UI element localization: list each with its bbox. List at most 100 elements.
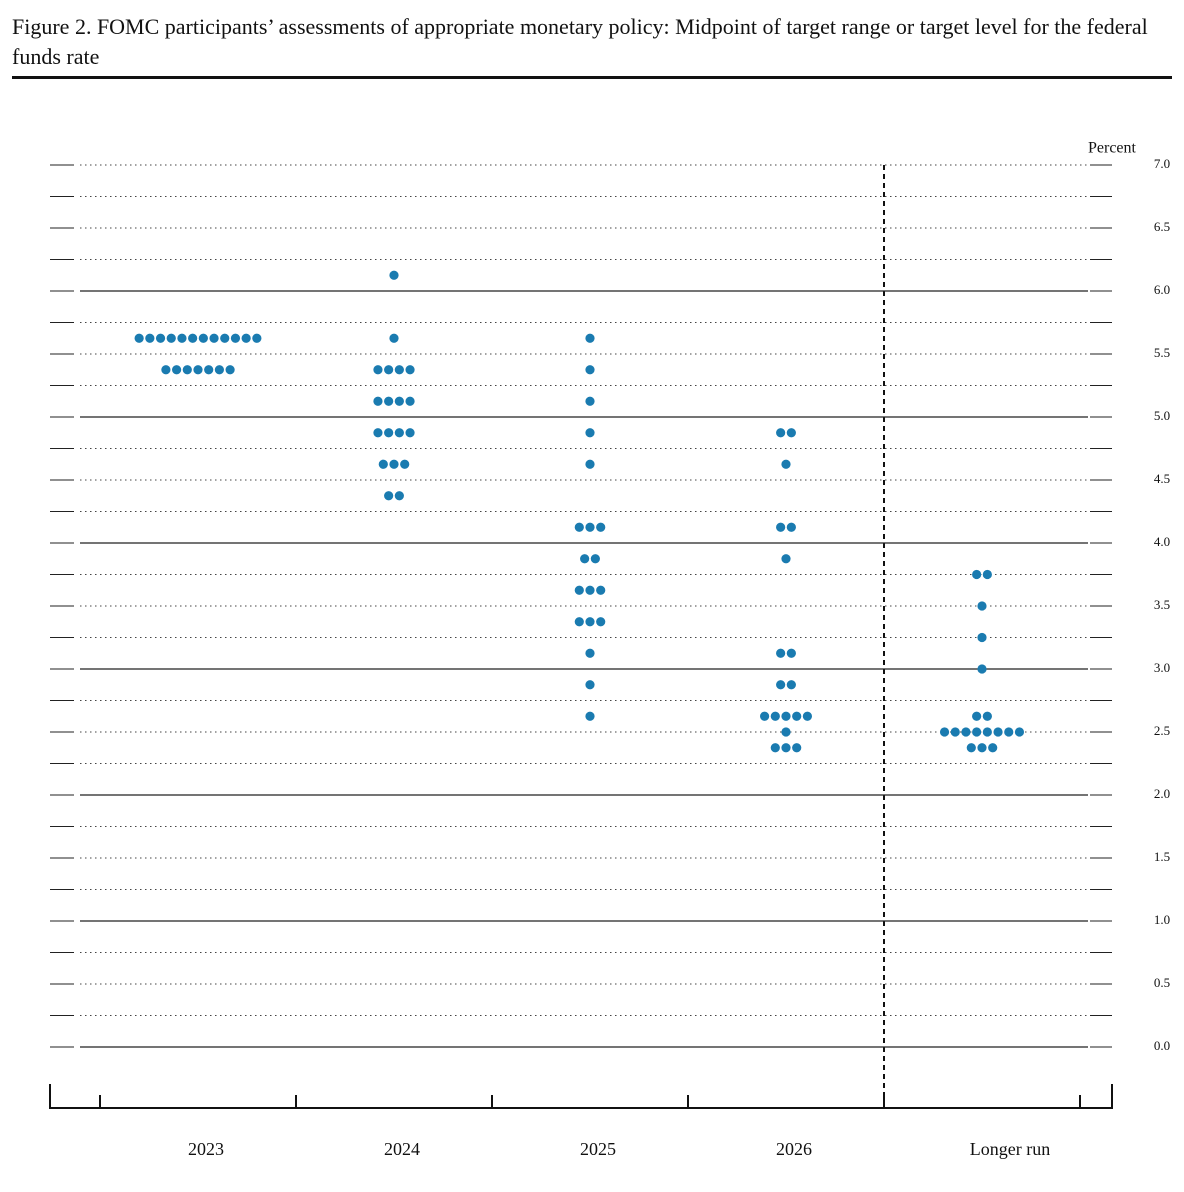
dot [786,428,796,438]
dot [230,333,241,343]
dot [373,396,383,406]
dot [252,333,262,343]
dot [384,428,394,438]
dot [776,428,786,438]
dot [580,554,590,564]
y-tick-label: 1.5 [1154,849,1170,864]
dot [939,727,950,737]
dot [389,459,399,469]
dot [574,617,584,627]
dot [776,648,786,658]
dot [172,365,182,375]
dot [241,333,251,343]
dot [585,680,595,690]
dot [394,365,404,375]
dot [993,727,1003,737]
dot [776,680,786,690]
dot [585,648,595,658]
dot [220,333,230,343]
dot [193,365,203,375]
y-tick-label: 7.0 [1154,156,1170,171]
dot [198,333,208,343]
dot [585,617,595,627]
dot [590,554,600,564]
y-tick-label: 6.0 [1154,282,1170,297]
dot [585,711,595,721]
dot [400,459,410,469]
dot [988,743,998,753]
x-tick-label: 2024 [384,1139,420,1159]
dot [204,365,214,375]
dot [786,648,796,658]
dot [585,333,595,343]
y-tick-label: 3.0 [1154,660,1170,675]
y-tick-label: 2.0 [1154,786,1170,801]
dot [982,711,992,721]
dot [585,522,595,532]
dot [792,711,802,721]
dot [373,428,383,438]
dot [781,459,791,469]
y-tick-label: 5.5 [1154,345,1170,360]
dot [781,554,791,564]
dot [225,365,235,375]
dot [781,711,791,721]
y-tick-label: 1.0 [1154,912,1170,927]
dot [389,333,399,343]
dot [405,396,415,406]
dot [389,270,399,280]
dot [596,522,606,532]
dot [596,617,606,627]
y-tick-label: 0.5 [1154,975,1170,990]
dot [966,743,976,753]
dot [394,491,404,501]
dot [188,333,198,343]
dot [585,585,595,595]
x-tick-label: Longer run [970,1139,1050,1159]
dot [950,727,960,737]
dot [585,365,595,375]
dot [972,727,982,737]
dot [405,365,415,375]
dot [770,711,780,721]
chart-title: Figure 2. FOMC participants’ assessments… [12,12,1172,79]
dot [384,396,394,406]
dot [972,569,982,580]
dot [770,743,780,753]
dot [394,428,404,438]
dot [776,522,786,532]
dot [781,743,791,753]
dot [209,333,219,343]
dot [214,365,224,375]
x-tick-label: 2023 [188,1139,224,1159]
dot [585,396,595,406]
dot [378,459,388,469]
dot [596,585,606,595]
y-tick-label: 3.5 [1154,597,1170,612]
dot [786,522,796,532]
y-tick-label: 2.5 [1154,723,1170,738]
dot [802,711,813,721]
dot [405,428,415,438]
dot [182,365,192,375]
dot [161,365,171,375]
dot [373,365,383,375]
dot [1004,727,1014,737]
y-axis-label: Percent [1088,140,1137,157]
x-tick-label: 2026 [776,1139,812,1159]
dot [145,333,155,343]
dot [792,743,802,753]
dot [1014,727,1025,737]
dot [977,601,987,611]
y-tick-label: 4.0 [1154,534,1170,549]
dot [977,664,987,674]
dot [384,491,394,501]
dot [574,585,584,595]
dot [177,333,187,343]
dot [394,396,404,406]
dot [977,632,987,643]
x-tick-label: 2025 [580,1139,616,1159]
dot [982,569,992,580]
